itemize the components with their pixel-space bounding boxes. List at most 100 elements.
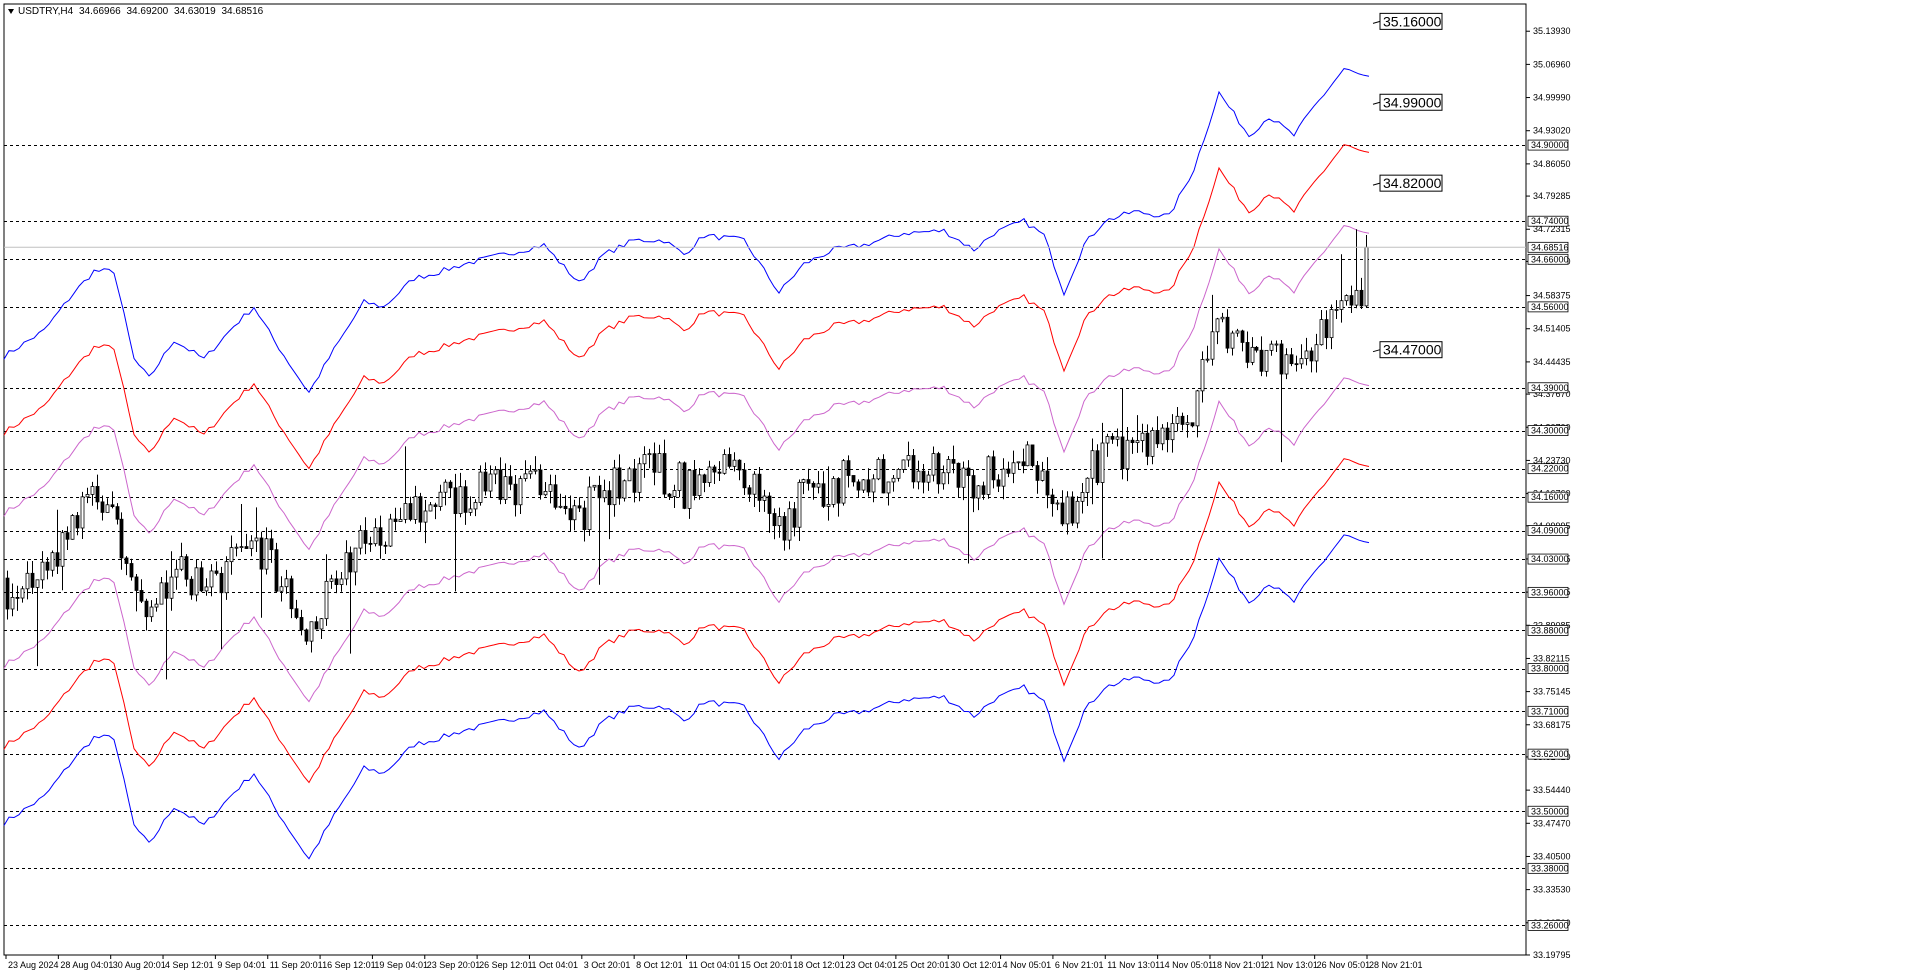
band-line-2	[3, 225, 1370, 551]
price-tick-label: 35.06960	[1533, 59, 1571, 69]
candle-body	[1195, 390, 1200, 427]
candle-body	[483, 471, 488, 492]
candle-body	[971, 475, 976, 499]
candle-body	[209, 570, 214, 588]
candle-body	[1170, 423, 1175, 441]
candle-body	[717, 471, 722, 474]
time-tick-label: 18 Nov 21:01	[1212, 960, 1266, 970]
candle-body	[219, 572, 224, 594]
time-tick-label: 23 Aug 2024	[8, 960, 59, 970]
candle-body	[667, 493, 672, 497]
band-label-text: 34.99000	[1383, 94, 1442, 110]
candle-body	[1284, 354, 1289, 375]
candle-body	[269, 538, 274, 551]
candle-body	[627, 468, 632, 482]
candle-body	[1319, 319, 1324, 346]
candle-body	[378, 527, 383, 546]
candle-body	[936, 453, 941, 485]
candle-body	[692, 469, 697, 496]
candle-body	[368, 542, 373, 545]
candle-body	[1120, 436, 1125, 470]
candle-body	[1125, 439, 1130, 470]
candle-body	[841, 460, 846, 504]
candle-body	[617, 467, 622, 499]
candle-body	[1245, 342, 1250, 363]
candle-body	[134, 576, 139, 591]
level-box-label: 34.30000	[1531, 426, 1569, 436]
band-line-1	[3, 144, 1370, 470]
candle-body	[264, 538, 269, 570]
level-box-label: 34.22000	[1531, 464, 1569, 474]
time-tick-label: 19 Sep 04:01	[374, 960, 428, 970]
candle-body	[801, 479, 806, 483]
time-tick-label: 8 Oct 12:01	[636, 960, 683, 970]
candle-body	[806, 479, 811, 484]
price-tick-label: 34.99990	[1533, 93, 1571, 103]
time-tick-label: 30 Oct 12:01	[950, 960, 1002, 970]
candle-body	[1304, 350, 1309, 359]
candle-body	[513, 483, 518, 506]
level-box-label: 34.74000	[1531, 216, 1569, 226]
time-tick-label: 26 Nov 05:01	[1317, 960, 1371, 970]
candle-body	[836, 478, 841, 504]
candle-body	[1175, 415, 1180, 424]
candle-body	[304, 629, 309, 642]
candle-body	[1205, 358, 1210, 361]
price-tick-label: 34.37670	[1533, 389, 1571, 399]
candle-body	[1025, 444, 1030, 467]
candle-body	[966, 467, 971, 476]
candle-body	[677, 462, 682, 491]
candle-body	[876, 458, 881, 480]
candle-body	[652, 453, 657, 473]
candle-body	[891, 477, 896, 483]
candle-body	[632, 468, 637, 493]
candle-body	[254, 537, 259, 542]
candle-body	[1155, 430, 1160, 445]
candle-body	[80, 496, 85, 529]
candle-body	[1354, 289, 1359, 306]
candle-body	[956, 462, 961, 488]
candle-body	[60, 532, 65, 567]
band-line-3	[3, 377, 1370, 703]
candle-body	[792, 508, 797, 528]
candle-body	[1334, 308, 1339, 311]
candle-body	[344, 552, 349, 580]
price-tick-label: 34.44435	[1533, 357, 1571, 367]
candle-body	[797, 481, 802, 528]
price-tick-label: 34.58375	[1533, 291, 1571, 301]
candle-body	[418, 496, 423, 523]
candle-body	[553, 484, 558, 508]
band-label-leader	[1372, 349, 1381, 353]
candle-body	[916, 470, 921, 483]
candle-body	[577, 505, 582, 509]
band-label-box	[1379, 174, 1443, 192]
candle-body	[1055, 502, 1060, 505]
candle-body	[408, 503, 413, 520]
band-label-box	[1379, 93, 1443, 111]
candle-body	[423, 510, 428, 523]
candle-body	[463, 486, 468, 513]
level-box	[1527, 382, 1569, 394]
candle-body	[1264, 349, 1269, 372]
candle-body	[1105, 436, 1110, 444]
candle-body	[1135, 440, 1140, 444]
candle-body	[428, 504, 433, 512]
candle-body	[901, 459, 906, 470]
level-box-label: 33.26000	[1531, 920, 1569, 930]
level-box-label: 34.90000	[1531, 140, 1569, 150]
level-box	[1527, 425, 1569, 436]
candle-body	[289, 578, 294, 610]
candle-body	[712, 466, 717, 473]
candle-body	[757, 473, 762, 501]
candle-body	[533, 469, 538, 472]
price-tick-label: 33.47470	[1533, 818, 1571, 828]
band-label-leader	[1372, 20, 1381, 24]
level-box	[1527, 748, 1569, 760]
candle-body	[1254, 346, 1259, 351]
candle-body	[1110, 436, 1115, 440]
dropdown-triangle-icon[interactable]	[8, 8, 14, 14]
candle-body	[15, 596, 20, 599]
candle-body	[1160, 427, 1165, 445]
